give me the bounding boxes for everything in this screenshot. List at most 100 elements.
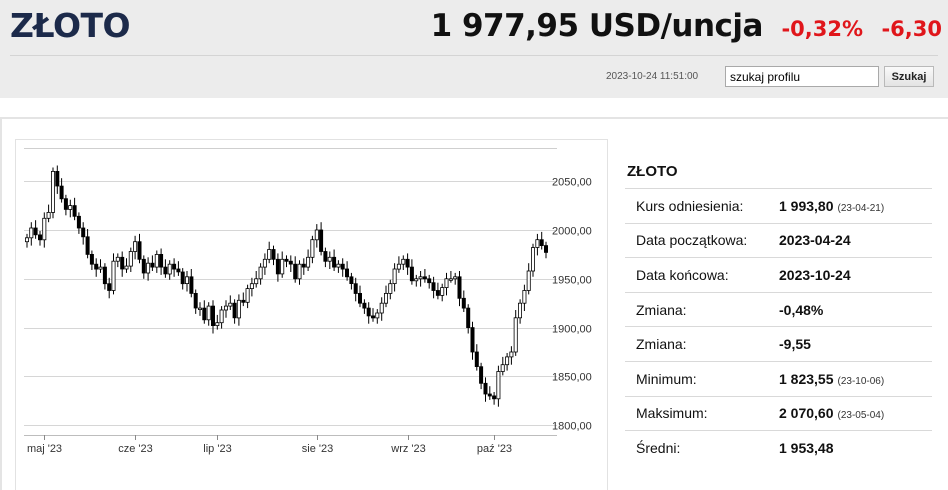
info-row-value: -9,55 <box>779 326 932 362</box>
x-tick-label: wrz '23 <box>390 443 426 455</box>
candle-body <box>167 263 172 275</box>
candle-body <box>418 276 423 280</box>
change-percent: -0,32% <box>781 17 864 41</box>
candle-body <box>223 305 228 311</box>
candle-body <box>466 307 471 329</box>
candle-body <box>24 237 29 243</box>
info-value-text: 2023-10-24 <box>779 266 851 283</box>
info-value-text: -0,48% <box>779 301 824 318</box>
candle-body <box>405 258 410 268</box>
candle-body <box>401 258 406 265</box>
x-tick-label: paź '23 <box>477 443 512 455</box>
y-tick-label: 1850,00 <box>552 372 592 384</box>
info-value-text: 1 993,80 <box>779 197 834 214</box>
info-row-label: Maksimum: <box>625 395 779 431</box>
candle-body <box>271 249 276 260</box>
candle-body <box>176 268 181 273</box>
info-row-label: Zmiana: <box>625 291 779 327</box>
profile-search-input[interactable] <box>725 66 879 87</box>
candle-body <box>68 205 73 210</box>
info-row: Minimum: 1 823,55 (23-10-06) <box>625 360 932 397</box>
candle-body <box>427 278 432 284</box>
candle-body <box>314 229 319 241</box>
candle-body <box>487 393 492 397</box>
header-divider <box>10 55 938 56</box>
candle-body <box>206 305 211 321</box>
candle-body <box>370 315 375 319</box>
x-tick-label: maj '23 <box>27 443 62 455</box>
candle-body <box>492 395 497 400</box>
info-value-text: -9,55 <box>779 336 811 353</box>
candle-body <box>189 276 194 294</box>
candle-body <box>72 205 77 217</box>
current-price: 1 977,95 USD/uncja <box>430 8 764 44</box>
candle-body <box>340 263 345 270</box>
candle-body <box>150 262 155 268</box>
candle-body <box>236 299 241 319</box>
candle-body <box>431 282 436 291</box>
candle-body <box>133 241 138 252</box>
y-tick-label: 1900,00 <box>552 324 592 336</box>
price-chart: 1800,00 1850,00 1900,00 1950,00 2000,00 2050,… <box>24 148 592 455</box>
candle-body <box>146 262 151 274</box>
candle-body <box>288 260 293 265</box>
candle-body <box>422 276 427 280</box>
candle-body <box>435 290 440 296</box>
info-row: Data końcowa: 2023-10-24 <box>625 257 932 293</box>
candle-body <box>102 266 107 285</box>
search-button[interactable]: Szukaj <box>884 66 934 87</box>
info-value-text: 1 953,48 <box>779 440 834 457</box>
candle-body <box>197 307 202 311</box>
candle-body <box>120 256 125 270</box>
candle-body <box>362 302 367 309</box>
chart-frame <box>15 139 608 490</box>
candle-body <box>159 254 164 268</box>
candle-body <box>210 305 215 327</box>
candle-body <box>293 263 298 280</box>
candle-body <box>526 270 531 291</box>
candle-body <box>42 217 47 241</box>
candle-body <box>336 263 341 268</box>
y-tick-label: 2050,00 <box>552 177 592 189</box>
candle-body <box>33 227 38 236</box>
candle-body <box>444 278 449 289</box>
candle-body <box>284 258 289 262</box>
candle-body <box>474 351 479 368</box>
info-row-value: -0,48% <box>779 291 932 327</box>
candle-body <box>254 278 259 285</box>
info-title: ZŁOTO <box>627 163 678 180</box>
candle-body <box>215 322 220 326</box>
content-panel <box>0 117 948 490</box>
info-value-text: 2023-04-24 <box>779 232 851 249</box>
candle-body <box>357 292 362 304</box>
candle-body <box>124 265 129 270</box>
candle-body <box>193 292 198 309</box>
candle-body <box>448 278 453 281</box>
candle-body <box>319 229 324 252</box>
candle-body <box>37 234 42 241</box>
candle-body <box>513 317 518 353</box>
x-tick-label: cze '23 <box>118 443 153 455</box>
candle-body <box>522 290 527 304</box>
candle-body <box>470 327 475 353</box>
candle-body <box>327 256 332 262</box>
candle-body <box>332 256 337 268</box>
candle-body <box>241 299 246 303</box>
info-row-label: Data początkowa: <box>625 222 779 258</box>
y-tick-label: 1950,00 <box>552 275 592 287</box>
candle-body <box>301 263 306 268</box>
candle-body <box>184 276 189 285</box>
candle-body <box>500 364 505 372</box>
candle-body <box>232 302 237 319</box>
candle-body <box>163 266 168 275</box>
candle-body <box>409 266 414 282</box>
info-row-value: 2023-10-24 <box>779 257 932 293</box>
info-row: Data początkowa: 2023-04-24 <box>625 222 932 258</box>
info-row-value: 2023-04-24 <box>779 222 932 258</box>
candle-body <box>137 241 142 260</box>
asset-title: ZŁOTO <box>10 6 131 45</box>
candle-body <box>375 312 380 319</box>
info-row-value: 1 993,80 (23-04-21) <box>779 188 932 224</box>
candle-body <box>505 356 510 366</box>
candle-body <box>141 258 146 274</box>
